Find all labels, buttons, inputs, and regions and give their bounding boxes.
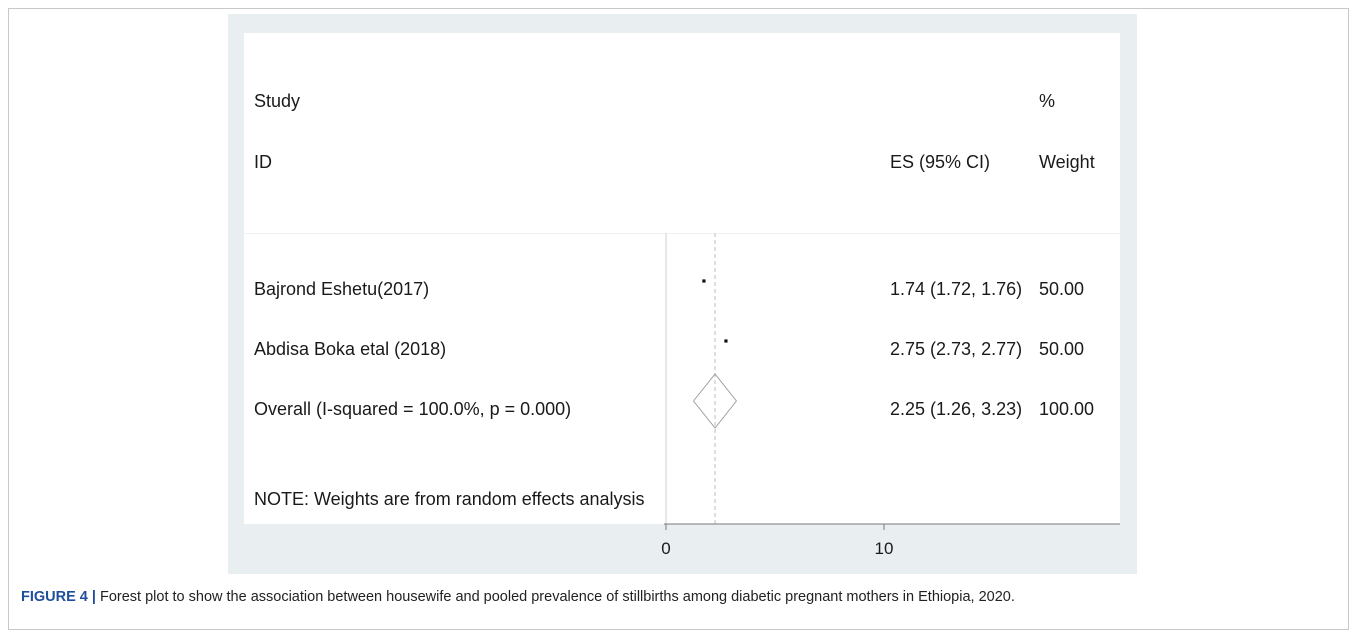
- header-weight: Weight: [1039, 152, 1095, 172]
- figure-caption: FIGURE 4 | Forest plot to show the assoc…: [21, 588, 1015, 606]
- header-study: Study: [254, 91, 301, 111]
- header-id: ID: [254, 152, 272, 172]
- study-weight-1: 50.00: [1039, 279, 1085, 299]
- header-divider: [244, 233, 1120, 234]
- study-es-1: 1.74 (1.72, 1.76): [890, 279, 1023, 299]
- x-tick-label-0: 0: [661, 539, 670, 558]
- overall-label: Overall (I-squared = 100.0%, p = 0.000): [254, 399, 572, 419]
- study-es-2: 2.75 (2.73, 2.77): [890, 339, 1023, 359]
- figure-label: FIGURE 4 |: [21, 589, 96, 605]
- header-percent: %: [1039, 91, 1056, 111]
- header-es: ES (95% CI): [890, 152, 991, 172]
- x-tick-label-1: 10: [875, 539, 894, 558]
- study-point-1: [702, 279, 706, 283]
- figure-caption-text: Forest plot to show the association betw…: [95, 589, 1015, 605]
- study-label-1: Bajrond Eshetu(2017): [254, 279, 430, 299]
- study-point-2: [724, 339, 728, 343]
- footnote: NOTE: Weights are from random effects an…: [254, 489, 645, 509]
- plot-region: [244, 33, 1120, 524]
- overall-weight: 100.00: [1039, 399, 1095, 419]
- overall-es: 2.25 (1.26, 3.23): [890, 399, 1023, 419]
- study-weight-2: 50.00: [1039, 339, 1085, 359]
- overall-diamond: [692, 373, 737, 429]
- study-label-2: Abdisa Boka etal (2018): [254, 339, 447, 359]
